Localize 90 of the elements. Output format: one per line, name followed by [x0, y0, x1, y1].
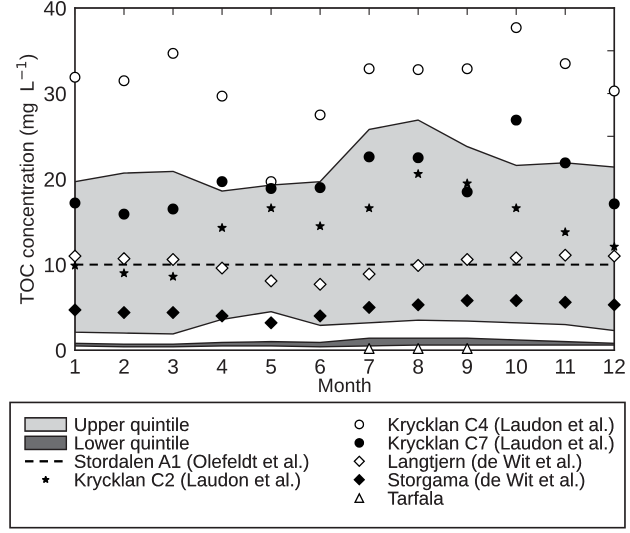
point	[314, 182, 326, 194]
legend-label: Krycklan C2 (Laudon et al.)	[75, 472, 300, 490]
point	[560, 227, 570, 236]
y-tick-label: 40	[44, 0, 66, 16]
x-tick-label: 6	[315, 359, 325, 374]
point	[510, 114, 522, 126]
x-tick-label: 8	[413, 359, 424, 374]
point	[118, 75, 130, 86]
x-tick-label: 1	[70, 359, 80, 374]
point	[314, 109, 326, 120]
point	[364, 342, 375, 354]
point	[462, 63, 473, 74]
x-tick-label: 12	[604, 359, 625, 374]
point	[412, 258, 425, 272]
point	[608, 298, 621, 312]
point	[364, 63, 375, 74]
point	[460, 252, 474, 266]
point	[316, 221, 325, 230]
point	[264, 316, 278, 330]
point	[364, 203, 374, 212]
point	[216, 176, 228, 188]
legend-label: Upper quintile	[75, 417, 189, 435]
point	[412, 342, 424, 354]
point	[216, 262, 229, 275]
point	[608, 85, 620, 96]
point	[462, 186, 473, 198]
point	[512, 203, 521, 212]
point	[314, 309, 327, 322]
point	[412, 298, 425, 312]
point	[608, 250, 621, 263]
x-tick-label: 10	[506, 359, 527, 374]
point	[510, 251, 523, 264]
point	[168, 48, 179, 59]
y-tick-label: 30	[44, 86, 66, 102]
x-tick-label: 5	[266, 359, 276, 374]
point	[560, 58, 571, 70]
point	[558, 296, 572, 309]
x-tick-label: 3	[168, 359, 178, 374]
point	[216, 90, 228, 102]
point	[117, 252, 131, 266]
point	[266, 203, 276, 212]
point	[69, 72, 80, 83]
point	[462, 178, 472, 188]
legend-label: Tarfala	[388, 491, 444, 505]
legend-label: Storgama (de Wit et al.)	[388, 472, 584, 490]
point	[166, 306, 180, 320]
point	[314, 278, 327, 291]
point	[118, 208, 130, 220]
point	[68, 250, 82, 263]
legend-label: Lower quintile	[75, 436, 189, 454]
point	[168, 204, 179, 215]
x-tick-label: 2	[119, 359, 129, 374]
point	[362, 300, 376, 314]
point	[462, 342, 473, 354]
point	[412, 64, 424, 76]
x-tick-label: 7	[364, 359, 374, 374]
point	[70, 260, 80, 270]
legend-label: Stordalen A1 (Olefeldt et al.)	[74, 454, 308, 472]
y-axis-title: TOC concentration (mg L$^{−1}$)	[16, 54, 38, 304]
legend-label: Krycklan C7 (Laudon et al.)	[388, 436, 614, 454]
point	[68, 303, 82, 316]
point	[510, 22, 522, 34]
x-tick-label: 11	[556, 359, 576, 374]
point	[608, 198, 620, 210]
point	[510, 294, 523, 308]
point	[460, 294, 474, 308]
x-axis-title: Month	[319, 378, 370, 392]
y-tick-label: 10	[45, 258, 66, 272]
x-tick-label: 4	[216, 359, 228, 374]
y-tick-label: 0	[56, 343, 66, 358]
point	[414, 169, 423, 178]
point	[119, 268, 129, 278]
point	[168, 272, 178, 281]
point	[364, 151, 375, 162]
point	[216, 309, 229, 322]
point	[117, 306, 131, 320]
point	[558, 248, 572, 262]
point	[266, 183, 277, 194]
point	[264, 274, 278, 288]
legend-label: Krycklan C4 (Laudon et al.)	[388, 417, 614, 435]
point	[69, 198, 80, 209]
point	[412, 152, 424, 164]
legend-label: Langtjern (de Wit et al.)	[388, 454, 582, 472]
x-tick-label: 9	[462, 359, 472, 374]
point	[362, 268, 376, 281]
y-tick-label: 20	[44, 172, 66, 187]
point	[166, 252, 180, 266]
point	[217, 223, 227, 232]
point	[610, 242, 619, 251]
point	[560, 157, 571, 168]
